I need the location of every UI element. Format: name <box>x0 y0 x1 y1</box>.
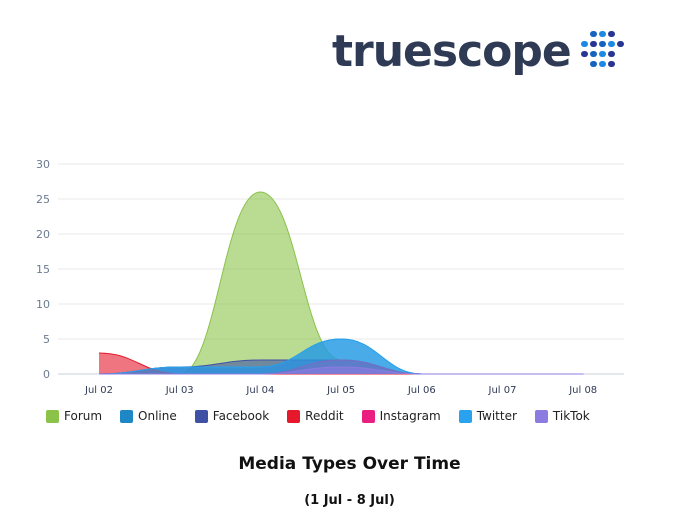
y-tick-label: 25 <box>36 193 50 206</box>
legend-swatch <box>120 409 134 423</box>
legend-swatch <box>194 409 208 423</box>
x-tick-label: Jul 02 <box>84 385 113 396</box>
series-line-tiktok <box>99 366 584 375</box>
x-tick-label: Jul 06 <box>407 385 436 396</box>
legend-item-facebook[interactable]: Facebook <box>194 409 270 423</box>
legend-item-reddit[interactable]: Reddit <box>287 409 344 423</box>
logo-dot <box>589 41 597 47</box>
legend-swatch <box>46 409 59 423</box>
legend-swatch <box>287 409 301 423</box>
legend-label: Twitter <box>476 409 517 423</box>
logo-wordmark: truescope <box>332 26 572 77</box>
logo-dot <box>589 61 597 67</box>
legend-label: Instagram <box>379 409 441 423</box>
series-area-twitter <box>99 339 584 374</box>
x-tick-label: Jul 04 <box>245 385 274 396</box>
logo-dot <box>607 51 615 57</box>
logo-dot <box>598 41 606 47</box>
logo-dot <box>598 61 606 67</box>
legend-item-instagram[interactable]: Instagram <box>361 409 441 423</box>
logo-dot <box>580 41 588 47</box>
legend-item-online[interactable]: Online <box>120 409 177 423</box>
logo-dot <box>598 51 606 57</box>
y-tick-label: 0 <box>43 368 50 381</box>
chart-title: Media Types Over Time <box>238 454 461 474</box>
logo-dot <box>589 31 597 37</box>
chart-legend: Forum Online Facebook Reddit Instagram Twitte… <box>46 409 608 423</box>
legend-item-tiktok[interactable]: TikTok <box>534 409 590 423</box>
truescope-logo: truescope <box>332 26 627 78</box>
y-tick-label: 15 <box>36 263 50 276</box>
logo-dot <box>616 41 624 47</box>
x-tick-label: Jul 03 <box>165 385 194 396</box>
x-tick-label: Jul 08 <box>568 385 597 396</box>
y-tick-label: 5 <box>43 333 50 346</box>
x-tick-label: Jul 05 <box>326 385 355 396</box>
legend-label: Online <box>138 409 177 423</box>
logo-dot <box>607 31 615 37</box>
legend-label: Forum <box>64 409 103 423</box>
logo-dot <box>607 41 615 47</box>
media-types-chart: 0 5 10 15 20 25 30 Jul 02 Jul 03 Jul 04 Jul 05 Jul … <box>36 158 624 396</box>
legend-label: Reddit <box>305 409 344 423</box>
y-tick-label: 30 <box>36 158 50 171</box>
logo-dot <box>598 31 606 37</box>
logo-dot <box>607 61 615 67</box>
legend-swatch <box>361 409 375 423</box>
legend-swatch <box>534 409 548 423</box>
logo-dot <box>589 51 597 57</box>
series-area-forum <box>99 192 584 374</box>
legend-label: TikTok <box>552 409 590 423</box>
chart-subtitle: (1 Jul - 8 Jul) <box>304 493 395 508</box>
series-area-tiktok <box>99 367 584 374</box>
logo-dots-icon <box>580 31 624 67</box>
legend-item-twitter[interactable]: Twitter <box>458 409 517 423</box>
legend-item-forum[interactable]: Forum <box>46 409 102 423</box>
y-tick-label: 20 <box>36 228 50 241</box>
logo-dot <box>580 51 588 57</box>
y-tick-label: 10 <box>36 298 50 311</box>
legend-label: Facebook <box>212 409 270 423</box>
x-tick-label: Jul 07 <box>488 385 517 396</box>
legend-swatch <box>458 409 472 423</box>
